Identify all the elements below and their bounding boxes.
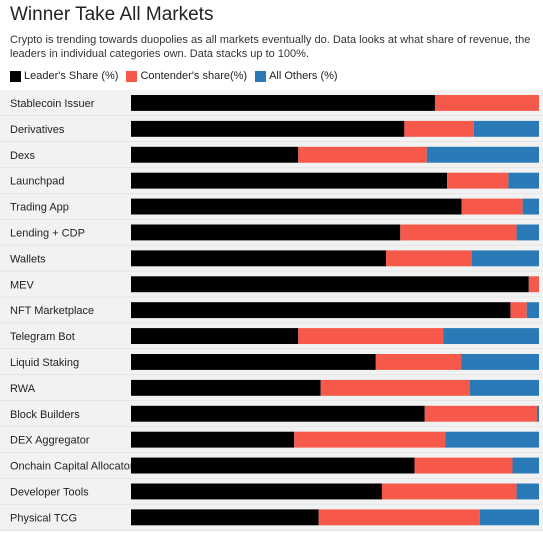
bar-segment-leader[interactable] bbox=[131, 431, 295, 448]
legend-swatch-others bbox=[255, 70, 267, 82]
legend-item-contender[interactable]: Contender's share(%) bbox=[126, 70, 247, 82]
legend-swatch-contender bbox=[126, 70, 138, 82]
bar-segment-contender[interactable] bbox=[381, 483, 517, 500]
bar-segment-others[interactable] bbox=[516, 224, 539, 241]
bar-segment-leader[interactable] bbox=[131, 302, 511, 319]
legend-label-contender: Contender's share(%) bbox=[140, 70, 248, 82]
category-label: NFT Marketplace bbox=[10, 305, 94, 317]
category-label: Onchain Capital Allocator bbox=[10, 461, 134, 473]
category-label: RWA bbox=[10, 383, 36, 395]
category-label: Block Builders bbox=[10, 409, 80, 421]
bar-segment-contender[interactable] bbox=[318, 509, 480, 526]
category-label: Launchpad bbox=[10, 176, 64, 188]
bar-segment-others[interactable] bbox=[536, 405, 539, 422]
category-label: Physical TCG bbox=[10, 512, 77, 524]
bar-segment-contender[interactable] bbox=[404, 120, 474, 137]
legend-label-others: All Others (%) bbox=[269, 70, 338, 82]
bar-segment-contender[interactable] bbox=[414, 457, 513, 474]
bar-segment-contender[interactable] bbox=[400, 224, 517, 241]
bar-segment-leader[interactable] bbox=[131, 146, 299, 163]
bar-segment-contender[interactable] bbox=[447, 172, 509, 189]
bar-segment-leader[interactable] bbox=[131, 198, 462, 215]
bar-segment-others[interactable] bbox=[522, 198, 539, 215]
category-label: Developer Tools bbox=[10, 486, 89, 498]
legend-swatch-leader bbox=[10, 70, 21, 82]
bar-segment-leader[interactable] bbox=[131, 95, 435, 111]
bar-segment-others[interactable] bbox=[443, 328, 539, 344]
bar-segment-contender[interactable] bbox=[434, 95, 539, 111]
bar-segment-others[interactable] bbox=[473, 120, 539, 137]
bar-segment-others[interactable] bbox=[445, 431, 539, 448]
bar-segment-leader[interactable] bbox=[131, 509, 319, 526]
bar-segment-contender[interactable] bbox=[528, 276, 539, 293]
bar-segment-contender[interactable] bbox=[386, 250, 472, 267]
bar-segment-others[interactable] bbox=[512, 457, 539, 474]
bar-segment-leader[interactable] bbox=[131, 354, 376, 370]
bar-segment-contender[interactable] bbox=[375, 354, 462, 370]
bar-segment-leader[interactable] bbox=[131, 379, 321, 396]
bar-segment-contender[interactable] bbox=[424, 405, 537, 422]
bar-segment-others[interactable] bbox=[469, 379, 539, 396]
category-label: MEV bbox=[10, 279, 35, 291]
bar-segment-contender[interactable] bbox=[298, 328, 444, 344]
legend-label-leader: Leader's Share (%) bbox=[24, 70, 119, 82]
bar-segment-leader[interactable] bbox=[131, 457, 415, 474]
category-label: Lending + CDP bbox=[10, 227, 85, 239]
bar-segment-others[interactable] bbox=[479, 509, 539, 526]
category-label: Telegram Bot bbox=[10, 331, 75, 343]
bar-segment-others[interactable] bbox=[508, 172, 539, 189]
bar-segment-others[interactable] bbox=[426, 146, 539, 163]
category-label: Wallets bbox=[10, 253, 46, 265]
bar-segment-contender[interactable] bbox=[510, 302, 527, 319]
bar-segment-leader[interactable] bbox=[131, 328, 299, 344]
bar-segment-leader[interactable] bbox=[131, 276, 529, 293]
bar-segment-others[interactable] bbox=[526, 302, 539, 319]
bar-segment-leader[interactable] bbox=[131, 120, 405, 137]
bar-segment-leader[interactable] bbox=[131, 172, 448, 189]
bar-segment-contender[interactable] bbox=[320, 379, 470, 396]
bar-segment-leader[interactable] bbox=[131, 405, 425, 422]
legend-item-leader[interactable]: Leader's Share (%) bbox=[10, 70, 118, 82]
category-label: Stablecoin Issuer bbox=[10, 98, 95, 110]
category-label: Liquid Staking bbox=[10, 357, 79, 369]
chart-subtitle: Crypto is trending towards duopolies as … bbox=[10, 34, 531, 60]
legend-item-others[interactable]: All Others (%) bbox=[255, 70, 338, 82]
category-label: Trading App bbox=[10, 202, 69, 214]
bar-segment-leader[interactable] bbox=[131, 224, 401, 241]
bar-segment-others[interactable] bbox=[461, 354, 539, 370]
bar-segment-others[interactable] bbox=[516, 483, 539, 500]
bar-segment-contender[interactable] bbox=[294, 431, 446, 448]
bar-segment-leader[interactable] bbox=[131, 250, 386, 267]
chart-title: Winner Take All Markets bbox=[10, 4, 214, 25]
bar-segment-contender[interactable] bbox=[461, 198, 523, 215]
bar-segment-contender[interactable] bbox=[298, 146, 427, 163]
bar-segment-leader[interactable] bbox=[131, 483, 382, 500]
bar-segment-others[interactable] bbox=[471, 250, 539, 267]
category-label: Dexs bbox=[10, 150, 36, 162]
category-label: Derivatives bbox=[10, 124, 65, 136]
category-label: DEX Aggregator bbox=[10, 435, 90, 447]
legend: Leader's Share (%) Contender's share(%) … bbox=[10, 70, 338, 82]
